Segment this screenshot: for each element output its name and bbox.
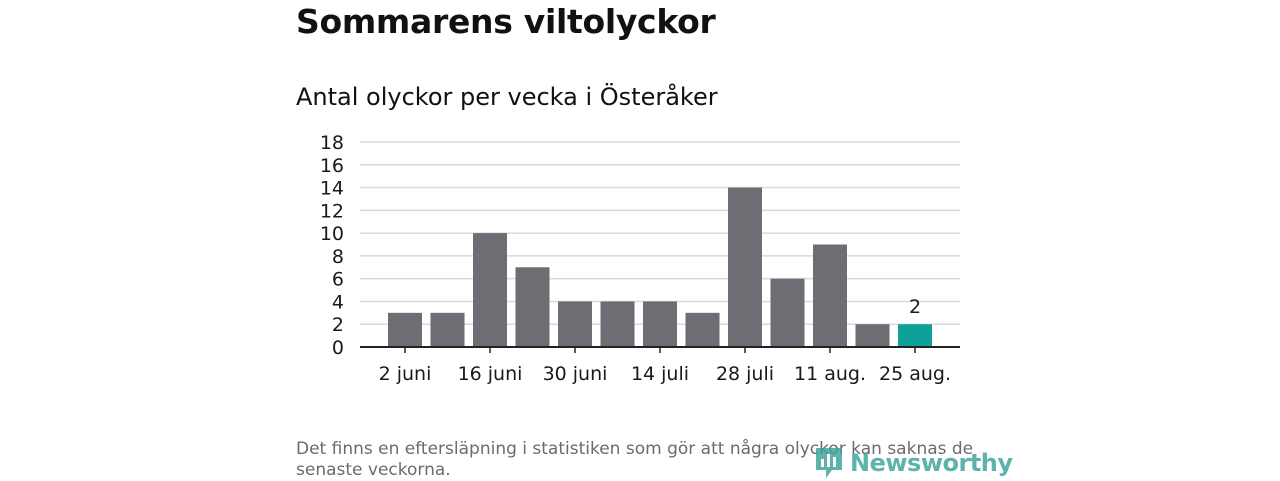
- x-tick-label: 25 aug.: [879, 363, 951, 385]
- y-tick-label: 6: [332, 269, 344, 291]
- bar-highlight: [898, 324, 932, 347]
- bar: [685, 312, 720, 347]
- bar: [813, 244, 847, 347]
- bar: [643, 301, 677, 347]
- x-tick-label: 14 juli: [631, 363, 689, 385]
- y-tick-label: 12: [320, 200, 344, 222]
- newsworthy-logo: Newsworthy: [814, 446, 1013, 480]
- y-tick-label: 16: [320, 155, 344, 177]
- x-tick-label: 28 juli: [716, 363, 774, 385]
- y-tick-label: 8: [332, 246, 344, 268]
- bar: [855, 324, 890, 347]
- logo-text: Newsworthy: [850, 449, 1013, 477]
- y-tick-label: 0: [332, 337, 344, 359]
- x-tick-label: 16 juni: [458, 363, 523, 385]
- y-tick-label: 10: [320, 223, 344, 245]
- newsworthy-logo-icon: [816, 448, 842, 478]
- y-tick-label: 14: [320, 178, 344, 200]
- bar: [388, 312, 422, 347]
- bar: [515, 267, 550, 347]
- bar: [770, 278, 805, 347]
- bar: [558, 301, 592, 347]
- y-tick-label: 2: [332, 314, 344, 336]
- data-label: 2: [909, 296, 921, 318]
- chart-title: Sommarens viltolyckor: [296, 2, 716, 41]
- chart-subtitle: Antal olyckor per vecka i Österåker: [296, 83, 718, 111]
- bar: [473, 233, 507, 347]
- y-tick-label: 18: [320, 132, 344, 154]
- x-tick-label: 30 juni: [543, 363, 608, 385]
- bar: [430, 312, 465, 347]
- bar: [728, 187, 762, 347]
- bar: [600, 301, 635, 347]
- footnote: Det finns en eftersläpning i statistiken…: [296, 439, 974, 480]
- x-tick-label: 2 juni: [379, 363, 432, 385]
- x-tick-label: 11 aug.: [794, 363, 866, 385]
- y-tick-label: 4: [332, 291, 344, 313]
